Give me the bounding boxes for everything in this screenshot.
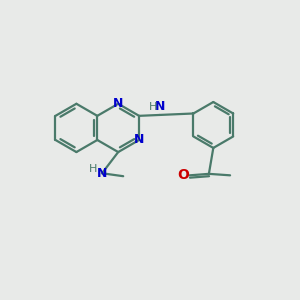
Text: H: H [149,102,158,112]
Text: H: H [88,164,97,174]
Text: N: N [134,134,144,146]
Text: O: O [177,168,189,182]
Text: N: N [154,100,165,112]
Text: N: N [113,97,123,110]
Text: N: N [97,167,107,180]
